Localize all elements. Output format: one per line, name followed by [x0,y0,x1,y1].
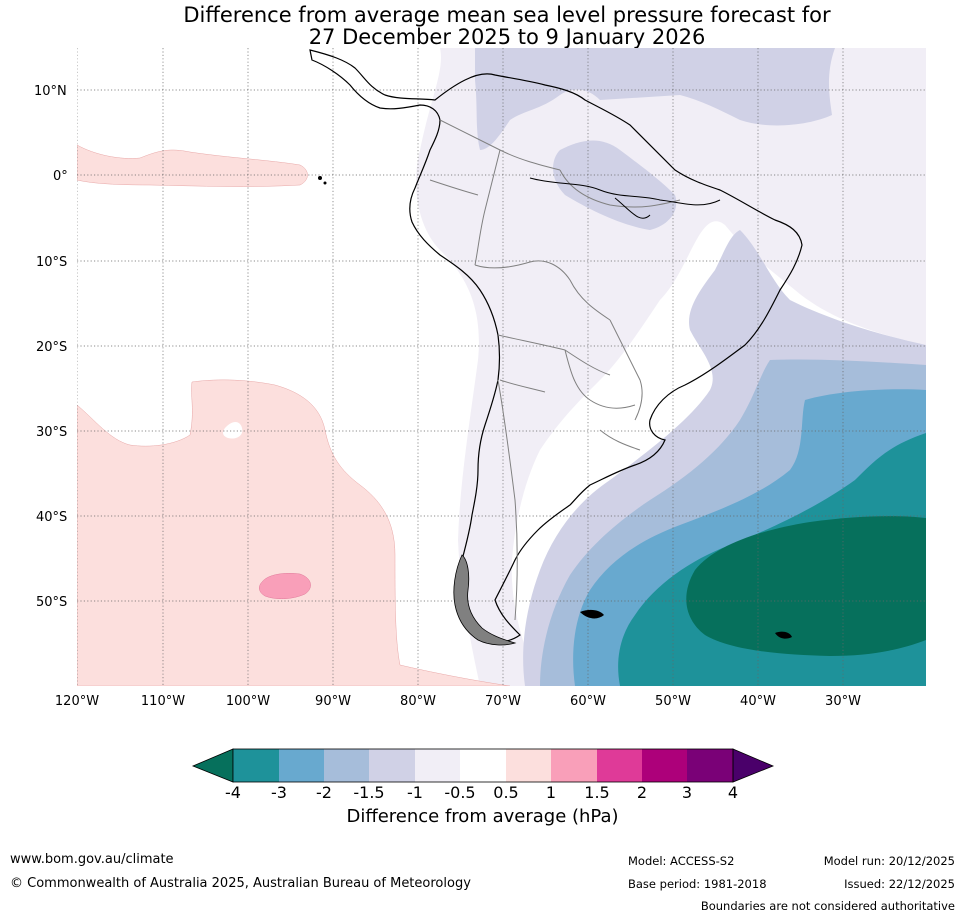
colorbar-segment [415,749,460,782]
colorbar-tick: -2 [316,783,332,802]
colorbar-segment [687,749,733,782]
colorbar-tick: 1.5 [584,783,609,802]
lon-label: 110°W [141,694,185,709]
model-text: Model: ACCESS-S2 [628,854,735,868]
colorbar-tick: -0.5 [444,783,475,802]
copyright-text: © Commonwealth of Australia 2025, Austra… [10,876,471,891]
shade-0-5-to-1-equatorial [77,144,308,187]
lat-label: 50°S [36,595,67,610]
lat-label: 10°S [36,255,67,270]
issued-text: Issued: 22/12/2025 [844,877,955,891]
base-period-text: Base period: 1981-2018 [628,877,767,891]
colorbar-tick: 0.5 [493,783,518,802]
colorbar-tick: 3 [682,783,692,802]
colorbar-tick: -1 [407,783,423,802]
colorbar-tick: -1.5 [353,783,384,802]
lat-label: 20°S [36,340,67,355]
shade-below-minus-4 [686,516,926,656]
colorbar-tick: -4 [225,783,241,802]
colorbar-high-extension [732,748,775,783]
colorbar-segment [460,749,506,782]
lon-label: 100°W [226,694,270,709]
chart-title: Difference from average mean sea level p… [0,4,965,48]
lat-label: 0° [53,169,68,184]
shade-0-5-to-1-south-pacific [77,379,511,686]
title-line-1: Difference from average mean sea level p… [183,3,831,27]
rivers [529,177,721,219]
colorbar-segment [324,749,369,782]
shade-minus-1-5-to-minus-1 [475,48,835,150]
colorbar-low-extension [191,748,234,783]
colorbar-tick: 1 [546,783,556,802]
title-line-2: 27 December 2025 to 9 January 2026 [308,25,706,49]
colorbar [191,748,775,783]
colorbar-title: Difference from average (hPa) [346,806,619,827]
shade-1-to-1-5 [259,573,311,599]
colorbar-tick: 2 [637,783,647,802]
lat-label: 10°N [34,84,67,99]
colorbar-segment [551,749,597,782]
disclaimer-text: Boundaries are not considered authoritat… [700,899,955,913]
colorbar-segment [597,749,642,782]
lon-label: 50°W [655,694,691,709]
lon-label: 70°W [485,694,521,709]
graticule [77,48,926,686]
colorbar-outline [232,748,734,783]
colorbar-segment [369,749,415,782]
islands [318,176,792,639]
longitude-labels: 120°W 110°W 100°W 90°W 80°W 70°W 60°W 50… [55,694,861,709]
shade-white-hole [223,422,243,439]
lon-label: 40°W [740,694,776,709]
lon-label: 90°W [315,694,351,709]
colorbar-segment [279,749,324,782]
south-america-coastline [309,49,803,644]
lat-label: 40°S [36,510,67,525]
lat-label: 30°S [36,425,67,440]
lon-label: 120°W [55,694,99,709]
model-run-text: Model run: 20/12/2025 [823,854,955,868]
colorbar-ticks: -4 -3 -2 -1.5 -1 -0.5 0.5 1 1.5 2 3 4 [225,783,738,802]
colorbar-tick: 4 [728,783,738,802]
country-borders [429,119,681,621]
colorbar-segment [642,749,687,782]
lon-label: 30°W [825,694,861,709]
lon-label: 80°W [400,694,436,709]
colorbar-segment [506,749,551,782]
lon-label: 60°W [570,694,606,709]
website-link[interactable]: www.bom.gov.au/climate [10,852,174,867]
latitude-labels: 10°N 0° 10°S 20°S 30°S 40°S 50°S [34,84,68,610]
colorbar-segment [233,749,279,782]
shade-minus-1-5-to-minus-1-central [553,140,677,230]
chile-archipelago [453,554,517,646]
colorbar-tick: -3 [271,783,287,802]
shade-minus-1-to-minus-0-5 [416,48,926,686]
